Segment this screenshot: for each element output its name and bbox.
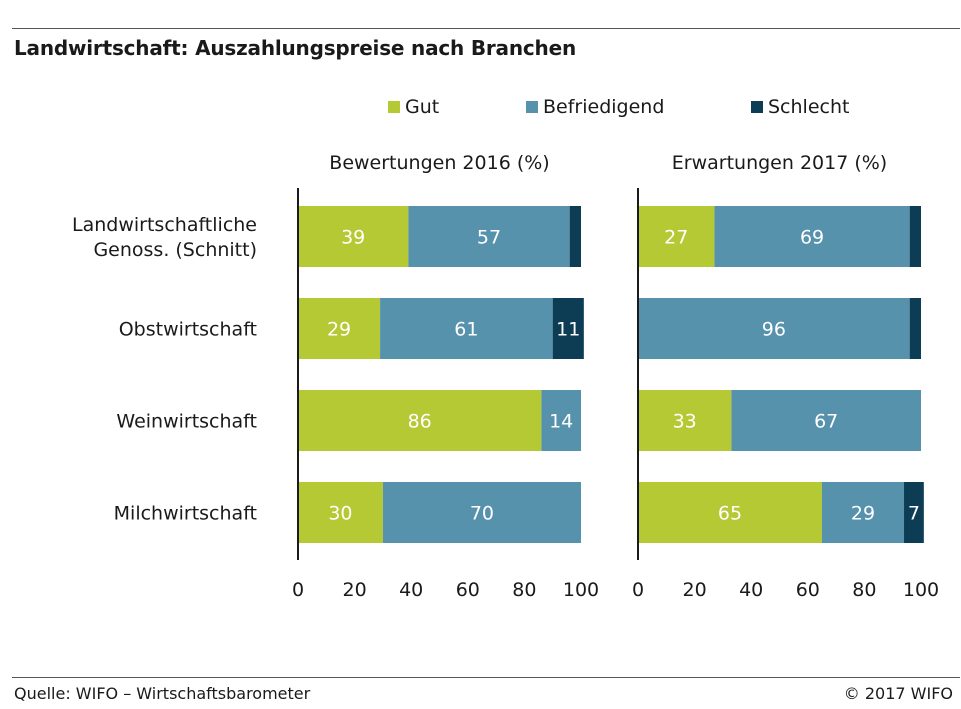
bar-segment xyxy=(298,390,542,451)
data-label: 86 xyxy=(408,411,432,433)
legend-label-befriedigend: Befriedigend xyxy=(543,96,665,118)
data-label: 69 xyxy=(800,227,824,249)
legend-swatch-befriedigend xyxy=(526,101,538,113)
bar-segment xyxy=(298,298,381,359)
data-label: 27 xyxy=(664,227,688,249)
legend-item-gut: Gut xyxy=(388,96,439,118)
tick-label: 40 xyxy=(739,579,763,601)
tick-label: 0 xyxy=(632,579,644,601)
bar-segment xyxy=(298,482,383,543)
bar-segment xyxy=(638,206,715,267)
panel-title: Bewertungen 2016 (%) xyxy=(329,152,549,174)
data-label: 65 xyxy=(718,503,742,525)
bar-segment xyxy=(904,482,924,543)
tick-label: 0 xyxy=(292,579,304,601)
data-label: 39 xyxy=(341,227,365,249)
source-note: Quelle: WIFO – Wirtschaftsbarometer xyxy=(14,684,311,703)
bar-segment xyxy=(569,206,581,267)
tick-label: 80 xyxy=(512,579,536,601)
bar-segment xyxy=(638,482,822,543)
bar-segment xyxy=(552,298,584,359)
data-label: 30 xyxy=(328,503,352,525)
category-label: Obstwirtschaft xyxy=(119,319,257,341)
tick-label: 40 xyxy=(399,579,423,601)
legend-label-gut: Gut xyxy=(405,96,440,118)
legend-item-schlecht: Schlecht xyxy=(751,96,849,118)
tick-label: 100 xyxy=(563,579,599,601)
bar-segment xyxy=(909,206,921,267)
tick-label: 60 xyxy=(456,579,480,601)
bar-segment xyxy=(821,482,905,543)
legend-label-schlecht: Schlecht xyxy=(768,96,850,118)
panel-title: Erwartungen 2017 (%) xyxy=(672,152,887,174)
category-label: Genoss. (Schnitt) xyxy=(93,239,257,261)
bar-segment xyxy=(541,390,581,451)
tick-label: 20 xyxy=(683,579,707,601)
chart-title: Landwirtschaft: Auszahlungspreise nach B… xyxy=(14,36,576,60)
data-label: 33 xyxy=(673,411,697,433)
data-label: 11 xyxy=(556,319,580,341)
data-label: 57 xyxy=(477,227,501,249)
bar-segment xyxy=(714,206,910,267)
category-label: Milchwirtschaft xyxy=(114,503,257,525)
tick-label: 60 xyxy=(796,579,820,601)
data-label: 29 xyxy=(851,503,875,525)
legend-swatch-schlecht xyxy=(751,101,763,113)
bar-segment xyxy=(382,482,581,543)
bar-segment xyxy=(638,298,910,359)
bar-segment xyxy=(638,390,732,451)
bar-segment xyxy=(731,390,921,451)
data-label: 96 xyxy=(762,319,786,341)
tick-label: 80 xyxy=(852,579,876,601)
data-label: 7 xyxy=(908,503,920,525)
bar-segment xyxy=(408,206,570,267)
legend-item-befriedigend: Befriedigend xyxy=(526,96,664,118)
bar-segment xyxy=(909,298,921,359)
category-label: Landwirtschaftliche xyxy=(72,214,257,236)
tick-label: 20 xyxy=(343,579,367,601)
bar-segment xyxy=(298,206,409,267)
legend-swatch-gut xyxy=(388,101,400,113)
copyright-note: © 2017 WIFO xyxy=(843,684,953,703)
data-label: 70 xyxy=(470,503,494,525)
bottom-rule xyxy=(12,677,960,678)
bar-segment xyxy=(380,298,553,359)
data-label: 61 xyxy=(454,319,478,341)
top-rule xyxy=(12,28,960,29)
data-label: 29 xyxy=(327,319,351,341)
tick-label: 100 xyxy=(903,579,939,601)
data-label: 14 xyxy=(549,411,573,433)
category-label: Weinwirtschaft xyxy=(116,411,257,433)
data-label: 67 xyxy=(814,411,838,433)
